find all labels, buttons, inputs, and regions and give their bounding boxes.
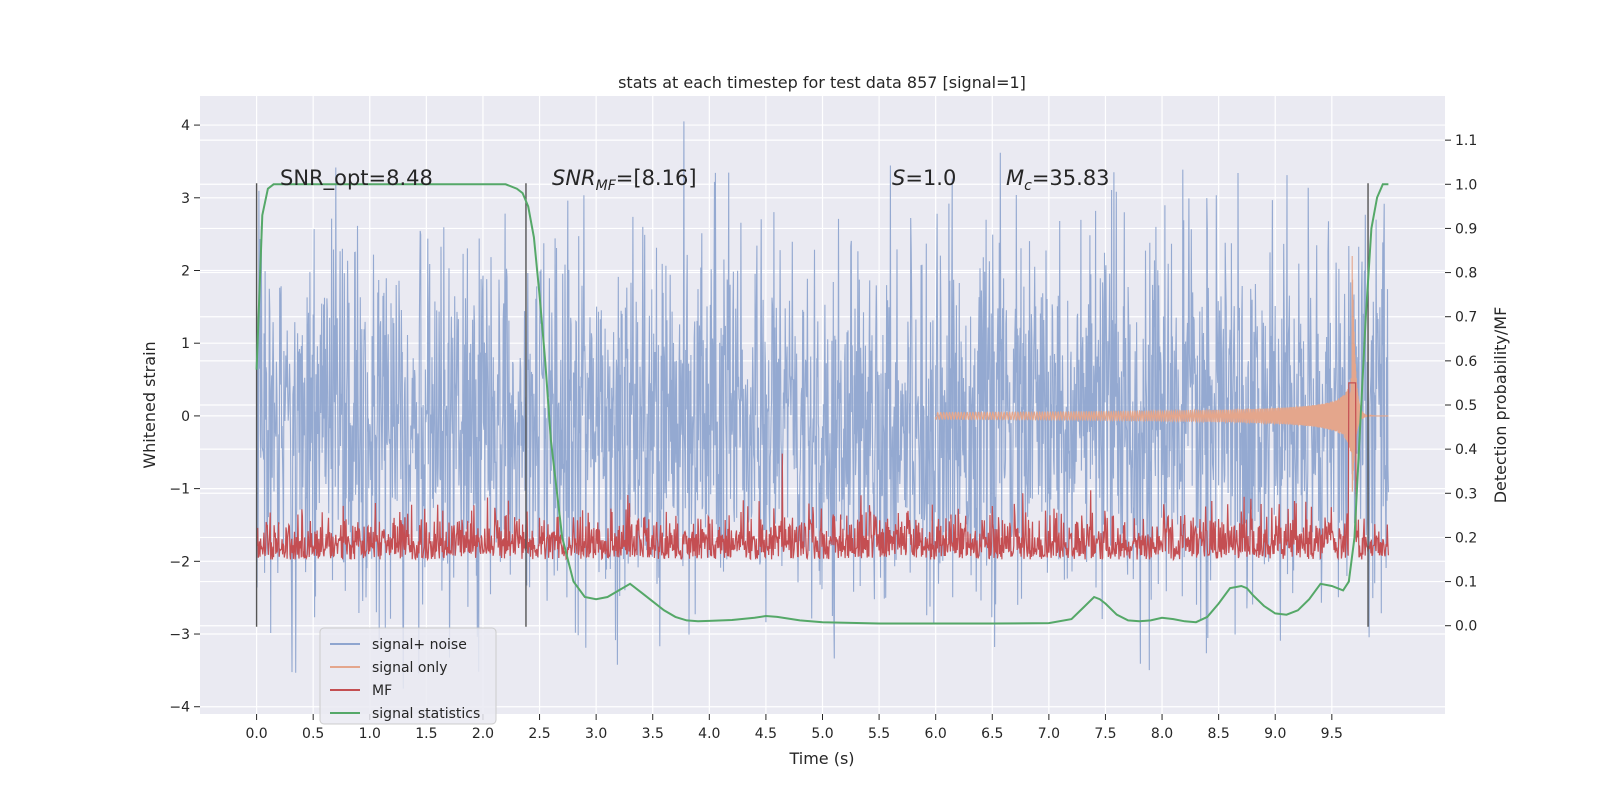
x-axis-ticks: 0.0 0.5 1.0 1.5 2.0 2.5 3.0 3.5 4.0 4.5 5.0 5.5 6.0 6… [245, 714, 1343, 742]
x-tick-label: 4.0 [698, 726, 720, 742]
y2-tick-label: 1.1 [1455, 133, 1477, 149]
x-axis-label: Time (s) [788, 749, 854, 768]
segment-markers [255, 183, 1369, 627]
legend-label: signal statistics [372, 706, 480, 722]
annotation-s: S=1.0 [892, 166, 956, 190]
y-tick-label: 2 [181, 263, 190, 279]
y-tick-label: 1 [181, 336, 190, 352]
y2-tick-label: 0.4 [1455, 442, 1477, 458]
series-signal-only [935, 255, 1389, 492]
y2-tick-label: 0.1 [1455, 575, 1477, 591]
y2-tick-label: 0.0 [1455, 619, 1477, 635]
x-tick-label: 3.5 [642, 726, 664, 742]
x-tick-label: 9.5 [1321, 726, 1343, 742]
x-tick-label: 6.5 [981, 726, 1003, 742]
y2-tick-label: 0.5 [1455, 398, 1477, 414]
series-mf [256, 382, 1389, 562]
y-axis-ticks: 4 3 2 1 0 −1 −2 −3 −4 [169, 118, 200, 716]
legend-label: MF [372, 683, 392, 699]
x-tick-label: 0.0 [245, 726, 267, 742]
signal-only-line [935, 255, 1389, 492]
y2-tick-label: 0.6 [1455, 354, 1477, 370]
series-signal-statistics [255, 183, 1389, 625]
x-tick-label: 3.0 [585, 726, 607, 742]
legend-label: signal+ noise [372, 637, 467, 653]
y2-tick-label: 0.3 [1455, 486, 1477, 502]
x-tick-label: 6.0 [925, 726, 947, 742]
x-tick-label: 1.5 [415, 726, 437, 742]
y-tick-label: 3 [181, 191, 190, 207]
x-tick-label: 7.5 [1094, 726, 1116, 742]
y2-tick-label: 0.2 [1455, 530, 1477, 546]
y-axis-label: Whitened strain [140, 341, 159, 468]
y-tick-label: −2 [169, 554, 190, 570]
y2-tick-label: 0.8 [1455, 266, 1477, 282]
x-tick-label: 5.0 [811, 726, 833, 742]
x-tick-label: 0.5 [302, 726, 324, 742]
x-tick-label: 2.0 [472, 726, 494, 742]
x-tick-label: 9.0 [1264, 726, 1286, 742]
y-tick-label: −3 [169, 627, 190, 643]
y-tick-label: −1 [169, 482, 190, 498]
y-tick-label: −4 [169, 700, 190, 716]
series-signal-noise [256, 121, 1389, 689]
annotation-snr-mf: SNRMF=[8.16] [552, 166, 697, 194]
annotation-snr-opt: SNR_opt=8.48 [280, 166, 433, 191]
x-tick-label: 1.0 [359, 726, 381, 742]
y2-tick-label: 0.9 [1455, 221, 1477, 237]
annotation-mc: Mc=35.83 [1006, 166, 1110, 194]
x-tick-label: 2.5 [528, 726, 550, 742]
signal-statistics-line [255, 183, 1389, 625]
y-tick-label: 4 [181, 118, 190, 134]
signal-noise-line [256, 121, 1389, 689]
x-tick-label: 7.0 [1038, 726, 1060, 742]
y2-tick-label: 1.0 [1455, 177, 1477, 193]
x-tick-label: 8.0 [1151, 726, 1173, 742]
mf-line [256, 382, 1389, 562]
y-axis-right-label: Detection probability/MF [1491, 307, 1510, 504]
y2-tick-label: 0.7 [1455, 310, 1477, 326]
legend-label: signal only [372, 660, 447, 676]
legend-box [319, 627, 497, 725]
x-tick-label: 8.5 [1208, 726, 1230, 742]
right-axis-ticks: 1.1 1.0 0.9 0.8 0.7 0.6 0.5 0.4 0.3 0.2 0.1 0.0 [1445, 133, 1477, 635]
legend: signal+ noise signal only MF signal statist… [319, 627, 497, 725]
x-tick-label: 4.5 [755, 726, 777, 742]
chart-title: stats at each timestep for test data 857… [618, 73, 1026, 92]
y-tick-label: 0 [181, 409, 190, 425]
x-tick-label: 5.5 [868, 726, 890, 742]
